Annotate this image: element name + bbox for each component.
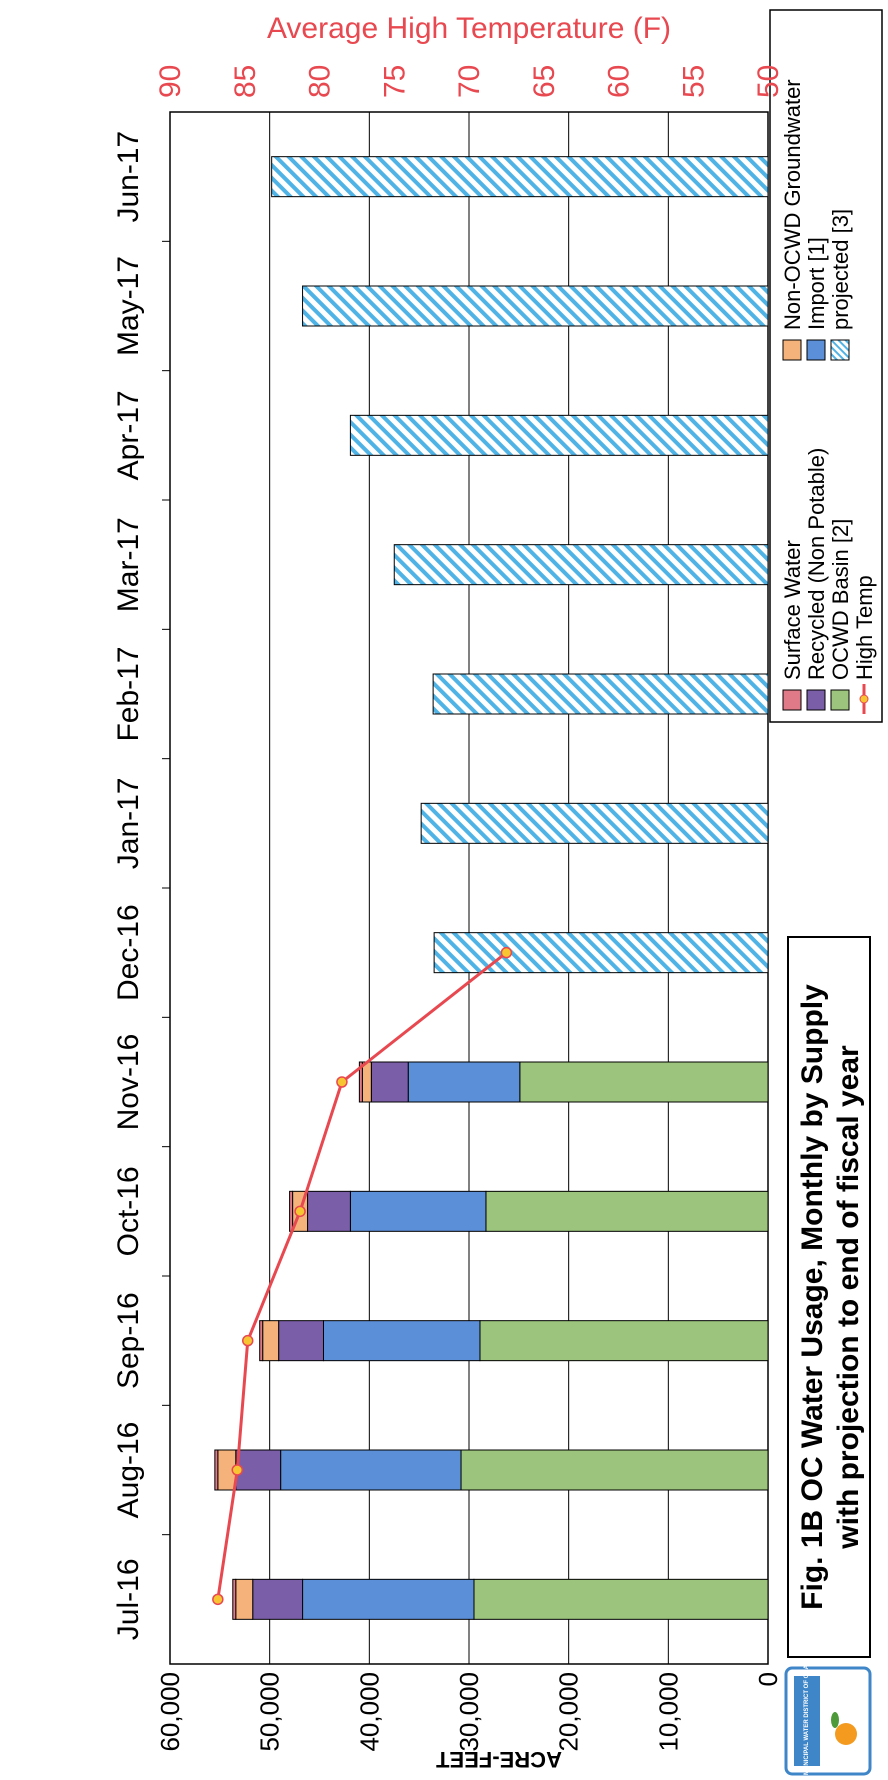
x-tick-label: Jul-16: [112, 1558, 145, 1640]
chart-subtitle: with projection to end of fiscal year: [832, 1045, 865, 1550]
y2-tick-label: 90: [154, 65, 187, 98]
legend-swatch: [830, 689, 850, 711]
bar-segment: [322, 1320, 481, 1362]
bar-segment: [393, 544, 769, 586]
legend-label: High Temp: [852, 575, 877, 680]
legend: [769, 9, 883, 723]
y-tick-label: 60,000: [155, 1672, 185, 1752]
bar-segment: [370, 1061, 409, 1103]
high-temp-point: [231, 1464, 244, 1476]
y2-tick-label: 55: [677, 65, 710, 98]
bar-segment: [349, 414, 769, 456]
bar-segment: [479, 1320, 769, 1362]
y-tick-label: 50,000: [255, 1672, 285, 1752]
y-tick-label: 30,000: [454, 1672, 484, 1752]
y2-tick-label: 65: [528, 65, 561, 98]
legend-label: OCWD Basin [2]: [828, 519, 853, 680]
x-tick-label: Mar-17: [112, 517, 145, 612]
legend-swatch: [782, 339, 802, 361]
x-tick-label: Aug-16: [112, 1422, 145, 1519]
high-temp-point: [500, 946, 513, 959]
legend-label: projected [3]: [828, 209, 853, 330]
bar-segment: [433, 932, 769, 974]
bar-segment: [232, 1578, 237, 1620]
legend-label: Import [1]: [804, 237, 829, 330]
legend-label: Surface Water: [780, 540, 805, 680]
bar-segment: [252, 1578, 304, 1620]
bar-segment: [460, 1449, 769, 1491]
legend-swatch: [806, 339, 826, 361]
y-tick-label: 10,000: [653, 1672, 683, 1752]
bar-segment: [361, 1061, 372, 1103]
mwdoc-logo: MUNICIPAL WATER DISTRICT OF ORANGE COUNT…: [784, 1625, 872, 1776]
bar-segment: [302, 1578, 475, 1620]
y-tick-label: 20,000: [554, 1672, 584, 1752]
orange-icon: [835, 1723, 857, 1745]
bar-segment: [358, 1061, 363, 1103]
y-tick-label: 40,000: [354, 1672, 384, 1752]
bar-segment: [235, 1578, 254, 1620]
x-tick-label: Jan-17: [112, 777, 145, 869]
legend-swatch: [782, 689, 802, 711]
high-temp-point: [294, 1205, 306, 1218]
bar-segment: [485, 1190, 769, 1232]
bar-segment: [473, 1578, 769, 1620]
bar-segment: [214, 1449, 219, 1491]
legend-swatch: [806, 689, 826, 711]
x-tick-label: Jun-17: [112, 131, 145, 223]
x-tick-label: Oct-16: [112, 1166, 145, 1256]
x-tick-label: Feb-17: [112, 646, 145, 741]
bar-segment: [278, 1320, 324, 1362]
high-temp-point: [241, 1334, 254, 1347]
x-tick-label: May-17: [112, 256, 145, 356]
high-temp-point: [212, 1593, 224, 1606]
bar-segment: [259, 1320, 264, 1362]
x-tick-label: Nov-16: [112, 1034, 145, 1131]
bar-segment: [307, 1190, 351, 1232]
y2-tick-label: 85: [229, 65, 262, 98]
bar-segment: [271, 156, 769, 198]
bar-segment: [289, 1190, 294, 1232]
y2-tick-label: 75: [378, 65, 411, 98]
bar-segment: [519, 1061, 769, 1103]
bar-segment: [407, 1061, 521, 1103]
legend-label: Non-OCWD Groundwater: [780, 79, 805, 330]
y2-tick-label: 50: [752, 65, 785, 98]
high-temp-line: [216, 951, 508, 1600]
y-axis-label: ACRE-FEET: [435, 1747, 561, 1772]
y2-tick-label: 80: [304, 65, 337, 98]
bar-segment: [302, 285, 769, 327]
y2-axis-label: Average High Temperature (F): [267, 12, 671, 45]
bar-segment: [349, 1190, 487, 1232]
bar-segment: [420, 802, 769, 844]
legend-swatch: [830, 339, 850, 361]
y2-tick-label: 60: [603, 65, 636, 98]
x-tick-label: Dec-16: [112, 904, 145, 1001]
high-temp-point: [336, 1076, 348, 1088]
chart-title-box: Fig. 1B OC Water Usage, Monthly by Suppl…: [787, 936, 871, 1658]
y2-tick-label: 70: [453, 65, 486, 98]
bar-segment: [432, 673, 769, 715]
bar-segment: [262, 1320, 280, 1362]
x-tick-label: Sep-16: [112, 1292, 145, 1389]
logo-text: MUNICIPAL WATER DISTRICT OF ORANGE COUNT…: [804, 1625, 810, 1775]
legend-swatch-marker: [859, 694, 869, 704]
x-tick-label: Apr-17: [112, 390, 145, 480]
leaf-icon: [831, 1712, 839, 1728]
bar-segment: [280, 1449, 462, 1491]
legend-label: Recycled (Non Potable): [804, 448, 829, 680]
chart-title: Fig. 1B OC Water Usage, Monthly by Suppl…: [796, 984, 829, 1610]
y-tick-label: 0: [753, 1672, 783, 1686]
